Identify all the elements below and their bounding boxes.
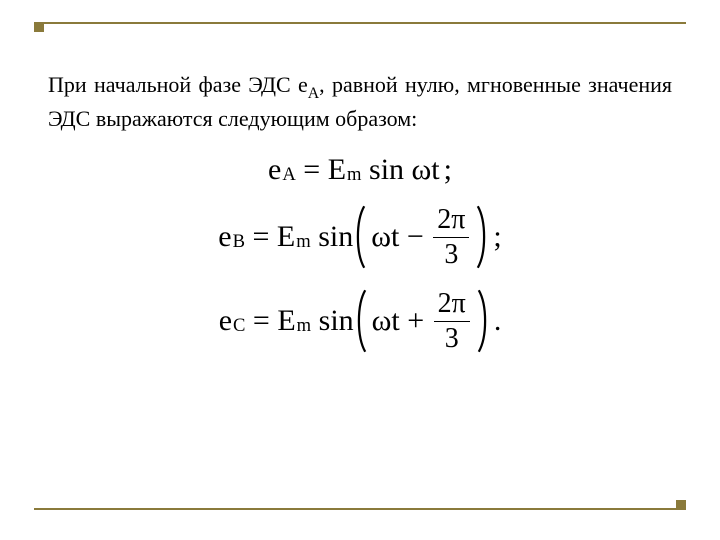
var-e-subscript: C — [233, 317, 245, 336]
var-e: e — [268, 155, 281, 185]
equation-row: e B = E m sin ω t − — [218, 205, 501, 269]
intro-paragraph: При начальной фазе ЭДС eA, равной нулю, … — [48, 70, 672, 133]
op-equals: = — [245, 222, 277, 252]
var-t: t — [431, 155, 439, 185]
fn-sin: sin — [369, 155, 404, 185]
var-omega: ω — [372, 306, 392, 336]
var-Em-m: m — [347, 166, 361, 185]
left-paren-icon — [354, 289, 368, 353]
frac-den-3: 3 — [441, 325, 463, 353]
eq-terminator: . — [494, 306, 502, 336]
op-shift-sign: − — [399, 222, 431, 252]
var-omega: ω — [371, 222, 391, 252]
fraction-bar-icon — [433, 237, 469, 238]
var-Em-E: E — [277, 306, 295, 336]
eq-terminator: ; — [493, 222, 501, 252]
var-t: t — [391, 222, 399, 252]
frac-num-pi: π — [452, 288, 466, 319]
paren-group: ω t − 2π 3 — [353, 205, 489, 269]
eq-terminator: ; — [444, 155, 452, 185]
fraction-2pi-3: 2π 3 — [433, 206, 469, 269]
right-paren-icon — [476, 289, 490, 353]
paren-group: ω t + 2π 3 — [354, 289, 490, 353]
var-Em-E: E — [328, 155, 346, 185]
var-e-subscript: B — [233, 233, 245, 252]
corner-square-bottom-right — [676, 500, 686, 510]
op-shift-sign: + — [400, 306, 432, 336]
var-Em-m: m — [297, 317, 311, 336]
corner-square-top-left — [34, 22, 44, 32]
fraction-2pi-3: 2π 3 — [434, 290, 470, 353]
frac-den-3: 3 — [440, 241, 462, 269]
equation-block: e A = E m sin ω t ; e B = E m sin — [48, 155, 672, 353]
slide: При начальной фазе ЭДС eA, равной нулю, … — [0, 0, 720, 540]
var-e: e — [219, 306, 232, 336]
var-t: t — [391, 306, 399, 336]
left-paren-icon — [353, 205, 367, 269]
equation-row: e A = E m sin ω t ; — [268, 155, 452, 185]
var-Em-m: m — [296, 233, 310, 252]
bottom-rule — [34, 508, 686, 510]
op-equals: = — [245, 306, 277, 336]
var-e: e — [218, 222, 231, 252]
op-equals: = — [296, 155, 328, 185]
fn-sin: sin — [319, 306, 354, 336]
equation-row: e C = E m sin ω t + — [219, 289, 502, 353]
para-prefix: При начальной фазе ЭДС e — [48, 72, 308, 97]
frac-num-pi: π — [451, 204, 465, 235]
right-paren-icon — [475, 205, 489, 269]
para-emf-subscript: A — [308, 85, 319, 102]
frac-num-2: 2 — [438, 288, 452, 319]
var-Em-E: E — [277, 222, 295, 252]
content-area: При начальной фазе ЭДС eA, равной нулю, … — [34, 30, 686, 353]
var-omega: ω — [412, 155, 432, 185]
fn-sin: sin — [318, 222, 353, 252]
fraction-bar-icon — [434, 321, 470, 322]
var-e-subscript: A — [282, 166, 295, 185]
top-rule — [34, 22, 686, 24]
frac-num-2: 2 — [437, 204, 451, 235]
